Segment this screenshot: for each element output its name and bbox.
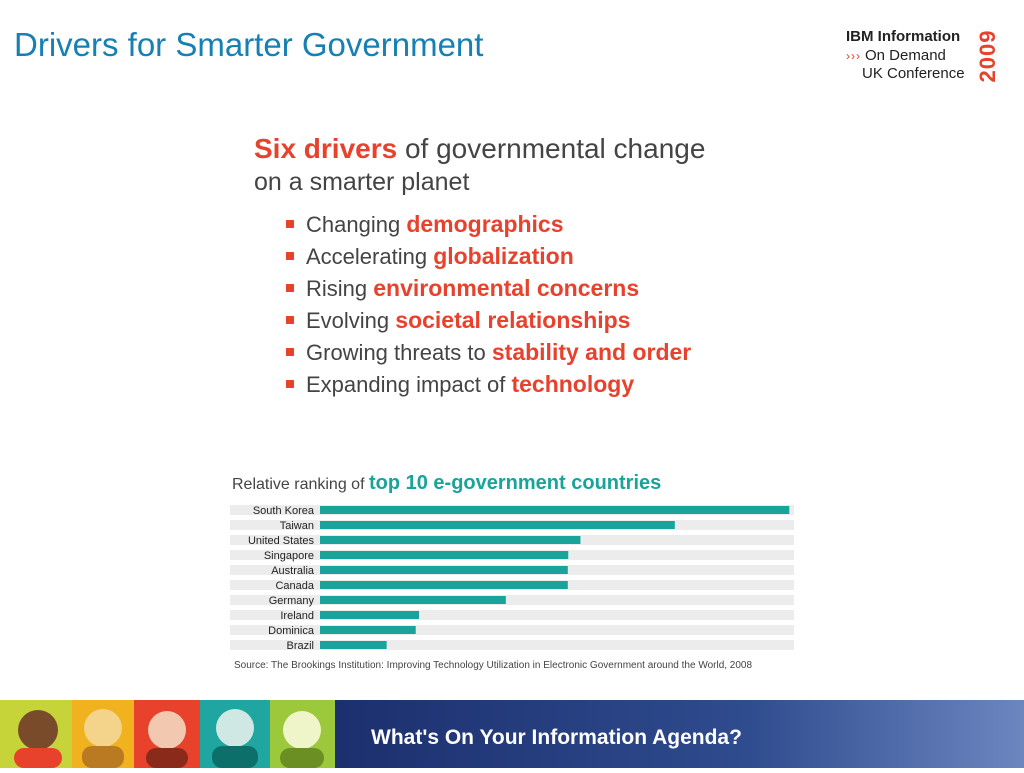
driver-prefix: Accelerating [306,244,434,269]
chart-title-highlight: top 10 e-government countries [368,472,662,494]
driver-highlight: globalization [433,243,574,269]
category-label: Australia [271,565,315,577]
driver-item: Rising environmental concerns [286,272,794,304]
category-label: Singapore [264,550,314,562]
category-label: Brazil [286,640,314,652]
driver-highlight: technology [511,371,635,397]
drivers-panel: Six drivers of governmental change on a … [254,132,794,400]
driver-prefix: Expanding impact of [306,372,512,397]
drivers-subheading: on a smarter planet [254,168,470,196]
bar-united-states [320,536,581,544]
bar-chart-svg: South Korea Taiwan United States Singapore A… [230,505,794,652]
driver-highlight: environmental concerns [373,275,640,301]
footer-tagline-bar: What's On Your Information Agenda? [335,700,1024,768]
driver-prefix: Growing threats to [306,340,492,365]
logo-year: 2009 [975,28,1000,84]
bar-ireland [320,611,420,619]
driver-highlight: stability and order [491,339,692,365]
drivers-heading-rest: of governmental change [397,133,706,164]
driver-highlight: societal relationships [395,307,631,333]
bar-singapore [320,551,569,559]
driver-prefix: Changing [306,212,407,237]
footer-tagline: What's On Your Information Agenda? [371,726,742,749]
bar-canada [320,581,568,589]
logo-line-3: UK Conference [862,65,965,82]
square-bullet-icon [286,316,294,325]
driver-item: Evolving societal relationships [286,304,794,336]
people-illustration-icon [0,700,335,768]
chart-title-prefix: Relative ranking of [232,476,369,493]
driver-item: Changing demographics [286,208,794,240]
bar-germany [320,596,506,604]
driver-highlight: demographics [406,211,564,237]
drivers-list: Changing demographics Accelerating globa… [286,208,794,400]
logo-line-1: IBM Information [846,28,961,45]
egov-ranking-chart: Relative ranking of top 10 e-government … [230,470,800,680]
footer-people-strip [0,700,335,768]
logo-line-2: ››› On Demand [846,47,946,64]
logo-arrows: ››› [846,49,861,63]
square-bullet-icon [286,380,294,389]
bar-south-korea [320,506,790,514]
drivers-heading: Six drivers of governmental change [254,132,794,166]
bar-australia [320,566,568,574]
category-label: Canada [275,580,314,592]
category-label: Dominica [268,625,315,637]
bar-track [230,625,794,635]
chart-source: Source: The Brookings Institution: Impro… [234,660,753,671]
bar-taiwan [320,521,675,529]
bar-track [230,595,794,605]
slide-title: Drivers for Smarter Government [14,26,484,63]
driver-prefix: Rising [306,276,374,301]
square-bullet-icon [286,252,294,261]
driver-item: Growing threats to stability and order [286,336,794,368]
category-label: Ireland [280,610,314,622]
bar-track [230,610,794,620]
bar-dominica [320,626,416,634]
category-label: South Korea [253,505,315,517]
logo-year-text: 2009 [975,29,1000,83]
logo-line-2-text: On Demand [865,47,946,64]
square-bullet-icon [286,348,294,357]
category-label: Germany [269,595,315,607]
footer-banner: What's On Your Information Agenda? [0,700,1024,768]
category-label: Taiwan [280,520,314,532]
chart-title: Relative ranking of top 10 e-government … [232,472,661,495]
square-bullet-icon [286,220,294,229]
ibm-iod-logo: IBM Information ››› On Demand UK Conferen… [846,28,1000,84]
driver-item: Expanding impact of technology [286,368,794,400]
category-label: United States [248,535,315,547]
bar-track [230,640,794,650]
driver-item: Accelerating globalization [286,240,794,272]
drivers-heading-highlight: Six drivers [254,133,398,164]
bar-brazil [320,641,387,649]
driver-prefix: Evolving [306,308,396,333]
square-bullet-icon [286,284,294,293]
